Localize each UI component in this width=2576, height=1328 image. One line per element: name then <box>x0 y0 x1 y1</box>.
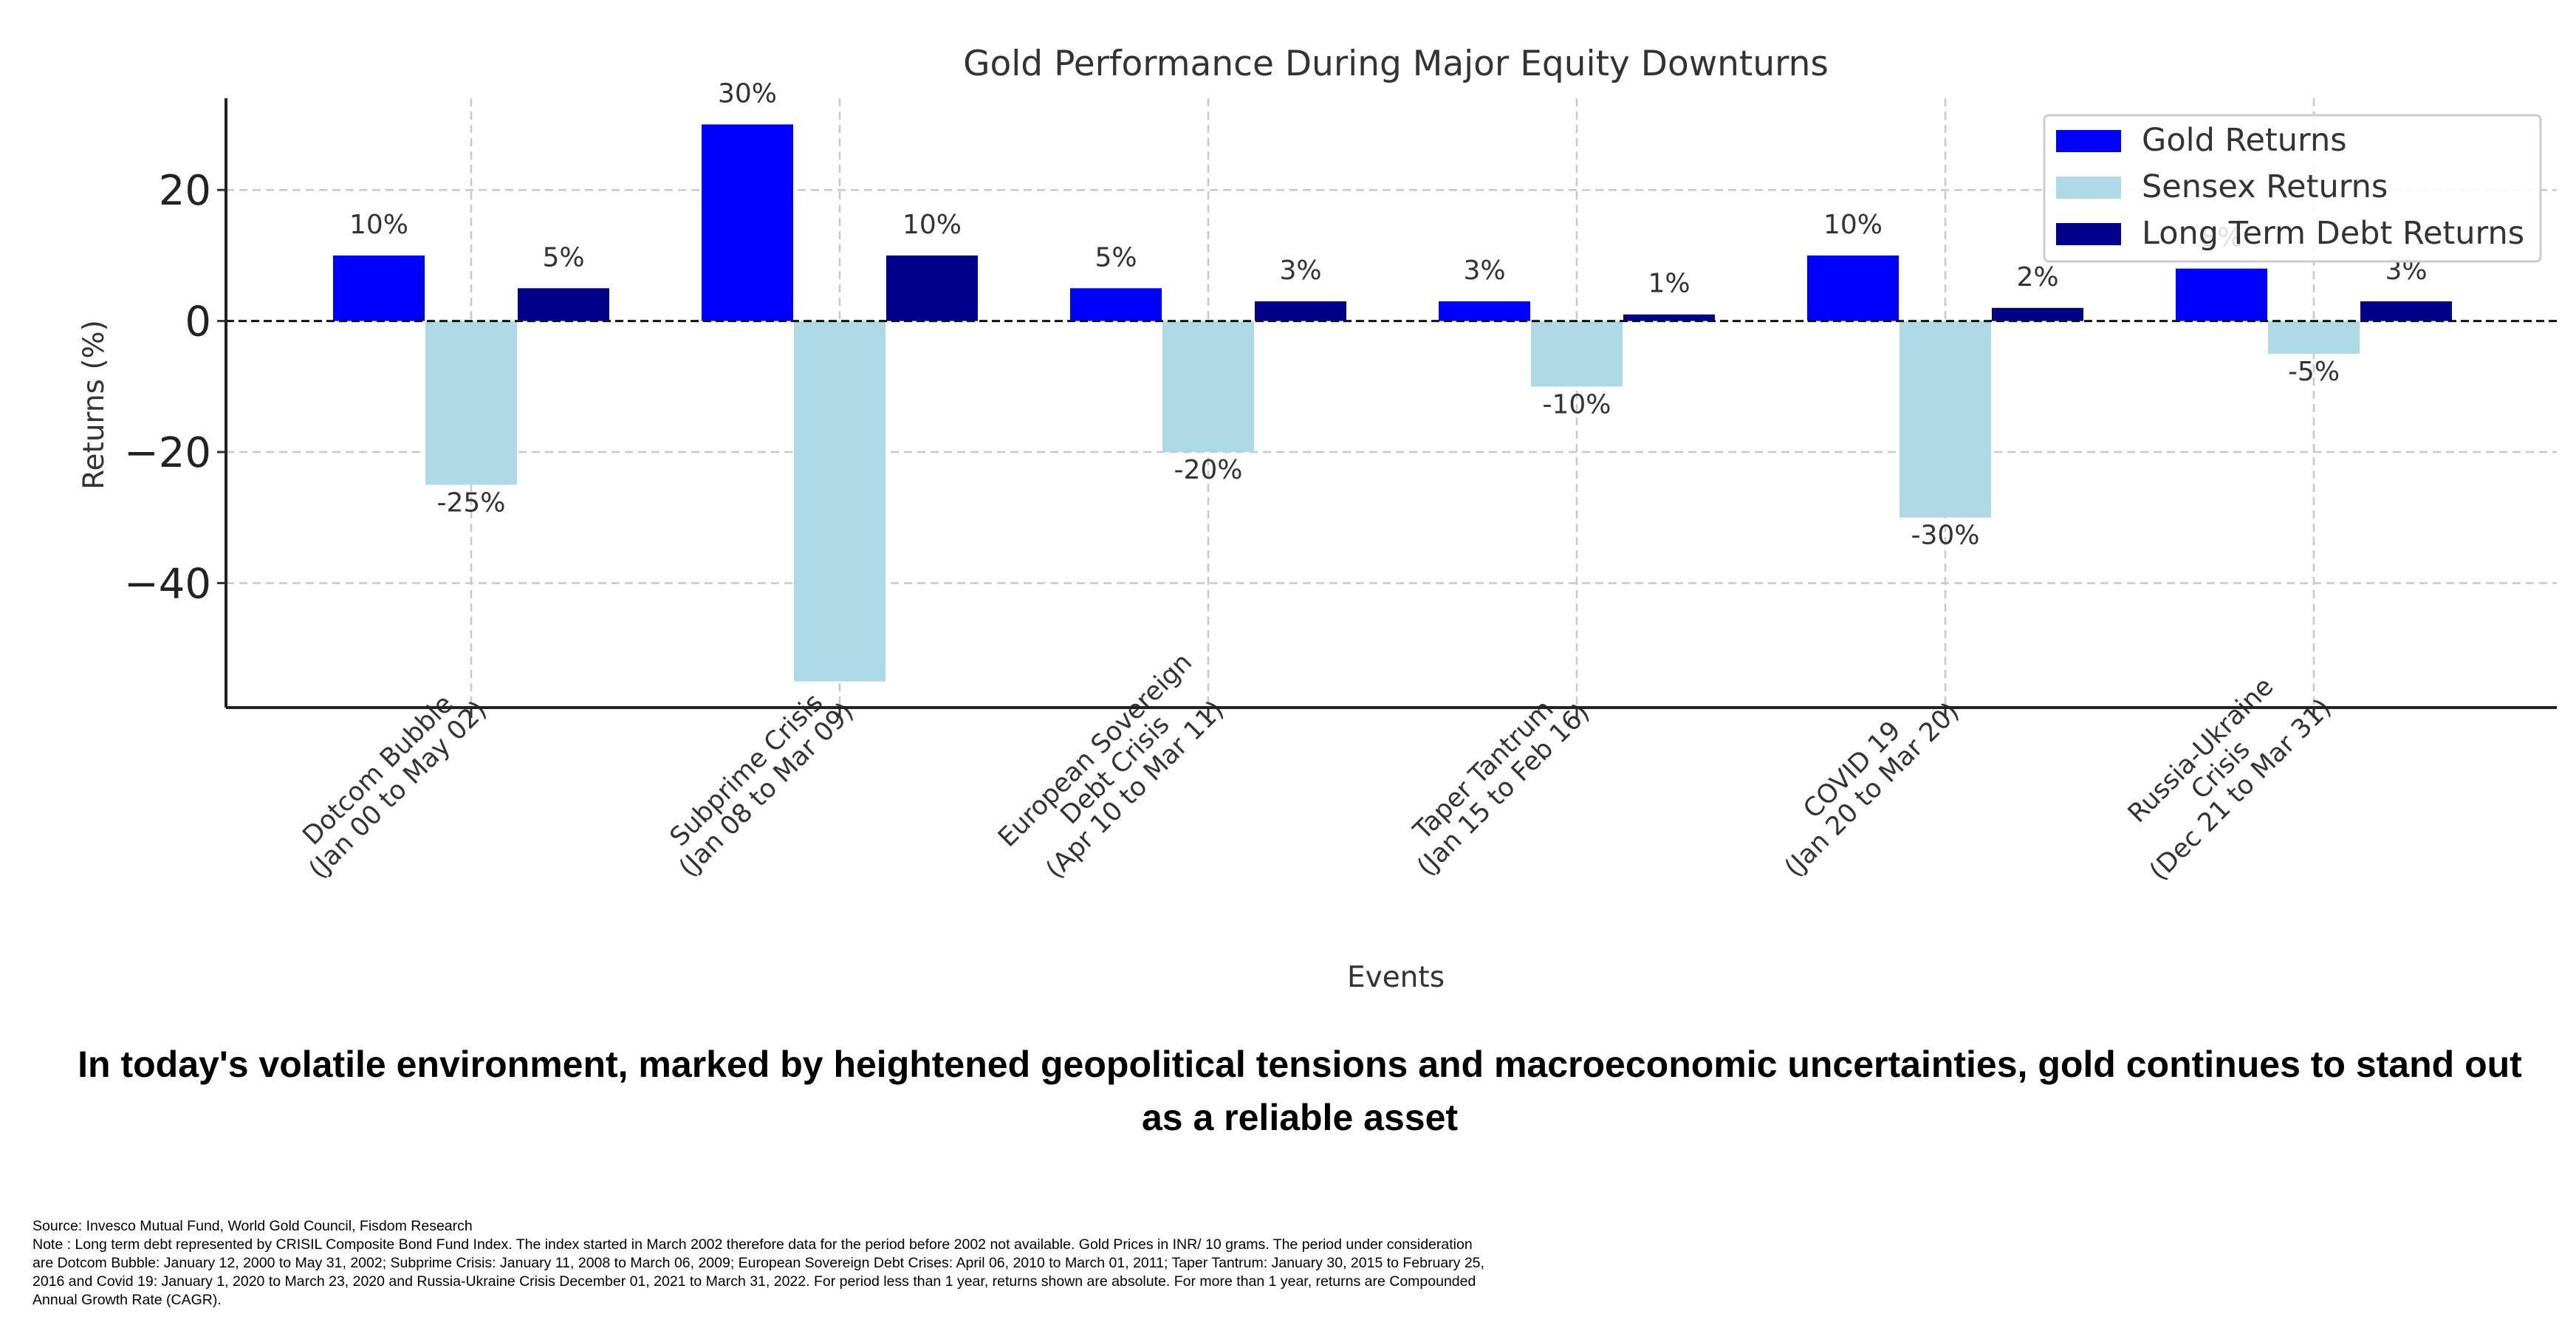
y-tick-label: −20 <box>124 429 211 477</box>
x-tick-label-line: (Jan 20 to Mar 20) <box>1779 697 1965 883</box>
bar <box>886 255 978 321</box>
y-axis-label: Returns (%) <box>78 320 111 490</box>
bar <box>1162 321 1254 453</box>
y-tick-label: 0 <box>185 298 211 346</box>
headline: In today's volatile environment, marked … <box>78 1044 2522 1138</box>
bar <box>2268 321 2360 354</box>
bar <box>1992 307 2083 321</box>
bar <box>1900 321 1991 518</box>
x-tick-label: Russia-UkraineCrisis(Dec 21 to Mar 31) <box>2104 654 2337 887</box>
data-label: 2% <box>2016 262 2058 292</box>
legend: Gold Returns Sensex Returns Long Term Debt… <box>2043 114 2542 263</box>
footnote: Source: Invesco Mutual Fund, World Gold … <box>32 1217 1495 1310</box>
data-label: 10% <box>1823 210 1883 240</box>
bar-chart: Gold Performance During Major Equity Dow… <box>78 44 2557 994</box>
bar <box>2360 301 2452 321</box>
data-label: 5% <box>1095 242 1137 273</box>
bar <box>702 124 793 321</box>
data-label: -10% <box>1542 389 1611 420</box>
methodology-note: Note : Long term debt represented by CRI… <box>32 1236 1484 1308</box>
bar <box>1439 301 1530 321</box>
bar <box>333 255 425 321</box>
data-label: -5% <box>2288 357 2340 387</box>
data-label: -20% <box>1174 455 1242 485</box>
x-tick-label: European SovereignDebt Crisis(Apr 10 to … <box>993 648 1238 893</box>
x-tick-label-text: European SovereignDebt Crisis(Apr 10 to … <box>993 648 1238 893</box>
data-label: 10% <box>902 210 962 240</box>
data-label: 1% <box>1648 269 1690 299</box>
legend-label: Gold Returns <box>2142 122 2347 159</box>
bar <box>1623 314 1715 321</box>
data-label: 30% <box>718 78 777 109</box>
source-note: Source: Invesco Mutual Fund, World Gold … <box>32 1218 473 1234</box>
bars <box>333 124 2452 682</box>
legend-swatch <box>2056 223 2121 245</box>
bar <box>518 288 609 321</box>
data-label: 10% <box>349 210 408 240</box>
x-tick-label-text: Russia-UkraineCrisis(Dec 21 to Mar 31) <box>2104 654 2337 886</box>
bar <box>1531 321 1623 387</box>
bar <box>794 321 886 682</box>
x-axis-label: Events <box>1347 961 1445 994</box>
bar <box>1255 301 1346 321</box>
bar <box>1070 288 1162 321</box>
chart-title: Gold Performance During Major Equity Dow… <box>963 44 1829 84</box>
bar <box>1807 255 1899 321</box>
x-tick-label-line: (Jan 00 to May 02) <box>304 695 493 884</box>
y-tick-label: 20 <box>159 167 211 215</box>
legend-box <box>2043 114 2542 263</box>
x-tick-label-line: Russia-Ukraine <box>2123 672 2279 829</box>
x-tick-label-line: (Jan 08 to Mar 09) <box>674 697 860 883</box>
data-label: 5% <box>542 242 584 273</box>
data-label: 3% <box>1463 256 1505 286</box>
data-label: -25% <box>436 487 505 518</box>
legend-label: Long Term Debt Returns <box>2142 215 2524 252</box>
x-tick-label-line: (Jan 15 to Feb 16) <box>1411 698 1595 882</box>
bar <box>425 321 517 485</box>
data-label: 3% <box>1279 256 1321 286</box>
bar <box>2176 268 2267 321</box>
legend-swatch <box>2056 177 2121 199</box>
y-tick-label: −40 <box>124 560 211 608</box>
legend-swatch <box>2056 130 2121 152</box>
legend-label: Sensex Returns <box>2142 168 2388 205</box>
data-label: -30% <box>1911 521 1979 551</box>
